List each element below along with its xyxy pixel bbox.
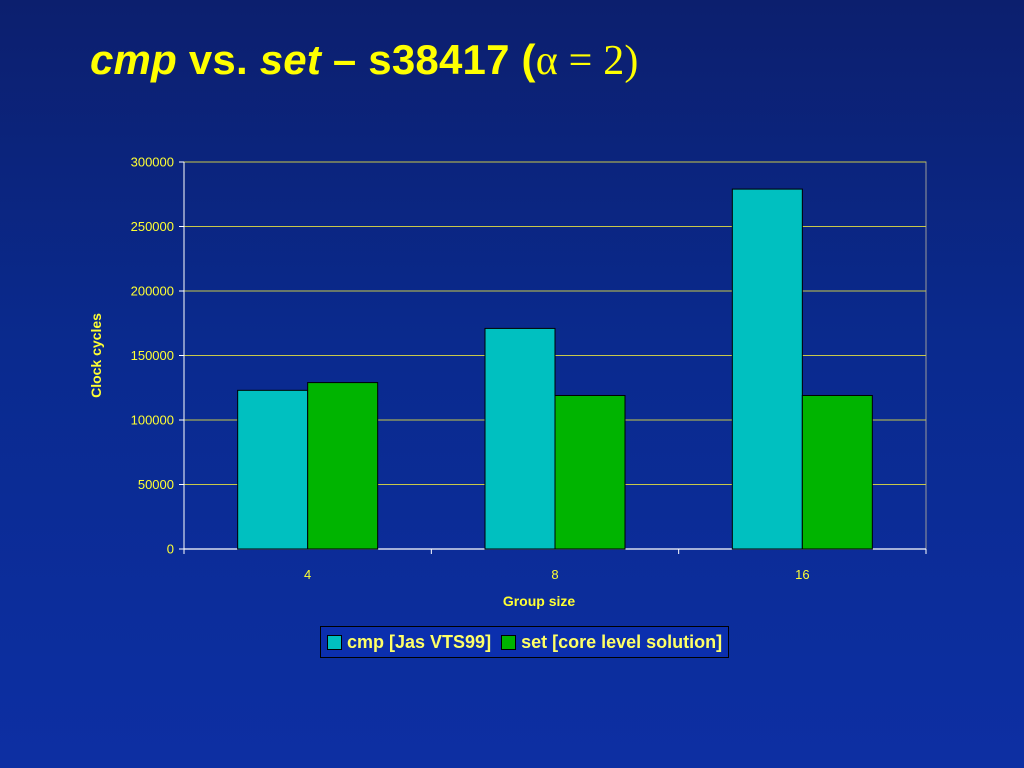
title-vs: vs.	[176, 36, 260, 83]
x-tick-label-4: 4	[304, 567, 311, 582]
y-tick-label: 50000	[138, 477, 174, 492]
y-axis-title: Clock cycles	[88, 313, 104, 398]
y-tick-label: 150000	[131, 348, 174, 363]
y-tick-label: 250000	[131, 219, 174, 234]
y-tick-label: 200000	[131, 284, 174, 299]
chart-legend: cmp [Jas VTS99] set [core level solution…	[320, 626, 730, 658]
slide-title: cmp vs. set – s38417 (α = 2)	[90, 36, 639, 85]
bar-cmp-8	[484, 327, 556, 550]
x-tick-label-8: 8	[551, 567, 558, 582]
legend-label-set: set [core level solution]	[521, 631, 723, 652]
bar-set-4	[307, 382, 379, 550]
legend-item-cmp: cmp [Jas VTS99]	[327, 632, 491, 653]
legend-item-set: set [core level solution]	[501, 632, 722, 653]
legend-swatch-set	[501, 634, 517, 650]
bar-cmp-4	[237, 389, 309, 550]
title-set: set	[259, 36, 322, 83]
legend-label-cmp: cmp [Jas VTS99]	[347, 631, 492, 652]
title-cmp: cmp	[90, 36, 177, 83]
y-tick-label: 0	[167, 542, 174, 557]
bar-set-16	[801, 394, 873, 550]
bar-cmp-16	[731, 188, 803, 550]
bar-set-8	[554, 394, 626, 550]
y-tick-label: 100000	[131, 413, 174, 428]
title-alpha: α = 2)	[535, 38, 639, 84]
x-tick-label-16: 16	[795, 567, 809, 582]
title-circuit: – s38417 (	[321, 36, 536, 83]
legend-swatch-cmp	[327, 634, 342, 650]
x-axis-title: Group size	[503, 593, 576, 609]
y-tick-label: 300000	[131, 155, 174, 170]
